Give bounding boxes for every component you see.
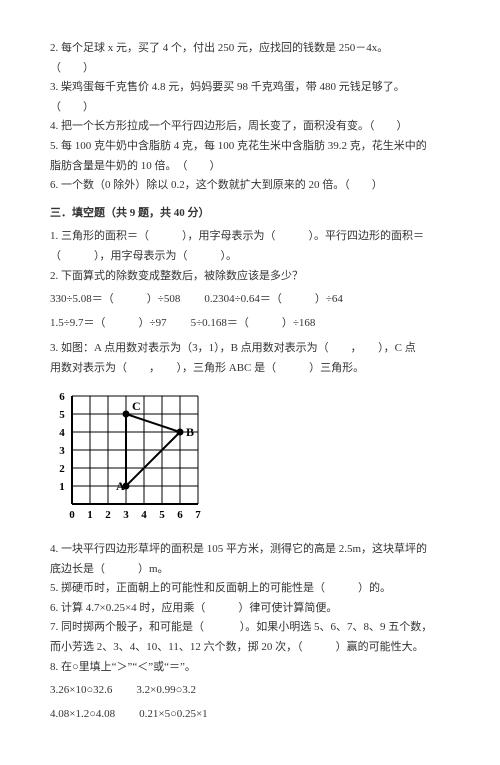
svg-text:7: 7 [195,509,201,521]
expr-r2a: 1.5÷9.7＝（ ）÷97 [50,315,167,333]
triangle-grid: 12345601234567ABC [52,386,450,528]
svg-text:4: 4 [59,427,65,439]
fill-q2: 2. 下面算式的除数变成整数后，被除数应该是多少？ [50,268,450,286]
svg-text:0: 0 [69,509,75,521]
svg-text:1: 1 [87,509,93,521]
svg-text:2: 2 [105,509,111,521]
svg-text:C: C [132,399,141,413]
fill-q8: 8. 在○里填上“＞”“＜”或“＝”。 [50,659,450,677]
svg-text:B: B [186,425,194,439]
q2-line1: 2. 每个足球 x 元，买了 4 个，付出 250 元，应找回的钱数是 250－… [50,40,450,58]
svg-text:5: 5 [59,409,65,421]
fill-q3-l2: 用数对表示为（ ， ），三角形 ABC 是（ ）三角形。 [50,360,450,378]
q2-line2: （ ） [50,60,450,78]
svg-text:6: 6 [59,391,65,403]
q6: 6. 一个数（0 除外）除以 0.2，这个数就扩大到原来的 20 倍。（ ） [50,177,450,195]
svg-text:1: 1 [59,481,65,493]
expr-r4b: 0.21×5○0.25×1 [139,706,208,724]
svg-text:4: 4 [141,509,147,521]
fill-q1-l2: （ ），用字母表示为（ ）。 [50,248,450,266]
svg-text:A: A [116,479,125,493]
fill-q6: 6. 计算 4.7×0.25×4 时，应用乘（ ）律可使计算简便。 [50,600,450,618]
expr-r2b: 5÷0.168＝（ ）÷168 [191,315,316,333]
fill-q7-l1: 7. 同时掷两个骰子，和可能是（ ）。如果小明选 5、6、7、8、9 五个数， [50,619,450,637]
expr-r1b: 0.2304÷0.64＝（ ）÷64 [204,291,343,309]
q5-line1: 5. 每 100 克牛奶中含脂肪 4 克，每 100 克花生米中含脂肪 39.2… [50,138,450,156]
fill-q5: 5. 掷硬币时，正面朝上的可能性和反面朝上的可能性是（ ）的。 [50,580,450,598]
fill-q7-l2: 而小芳选 2、3、4、10、11、12 六个数，掷 20 次，（ ）赢的可能性大… [50,639,450,657]
q5-line2: 脂肪含量是牛奶的 10 倍。 （ ） [50,158,450,176]
expr-r1a: 330÷5.08＝（ ）÷508 [50,291,180,309]
expr-r3b: 3.2×0.99○3.2 [136,682,196,700]
fill-q4-l1: 4. 一块平行四边形草坪的面积是 105 平方米，测得它的高是 2.5m，这块草… [50,541,450,559]
svg-text:6: 6 [177,509,183,521]
svg-text:2: 2 [59,463,65,475]
expr-r4a: 4.08×1.2○4.08 [50,706,115,724]
svg-text:5: 5 [159,509,165,521]
expr-r3a: 3.26×10○32.6 [50,682,112,700]
q3-line2: （ ） [50,99,450,117]
section-3-header: 三．填空题（共 9 题，共 40 分） [50,205,450,223]
fill-q1-l1: 1. 三角形的面积＝（ ），用字母表示为（ ）。平行四边形的面积＝ [50,228,450,246]
q3-line1: 3. 柴鸡蛋每千克售价 4.8 元，妈妈要买 98 千克鸡蛋，带 480 元钱足… [50,79,450,97]
svg-text:3: 3 [123,509,129,521]
fill-q4-l2: 底边长是（ ）m。 [50,561,450,579]
fill-q3-l1: 3. 如图：A 点用数对表示为（3，1），B 点用数对表示为（ ， ），C 点 [50,340,450,358]
svg-text:3: 3 [59,445,65,457]
q4: 4. 把一个长方形拉成一个平行四边形后，周长变了，面积没有变。（ ） [50,118,450,136]
